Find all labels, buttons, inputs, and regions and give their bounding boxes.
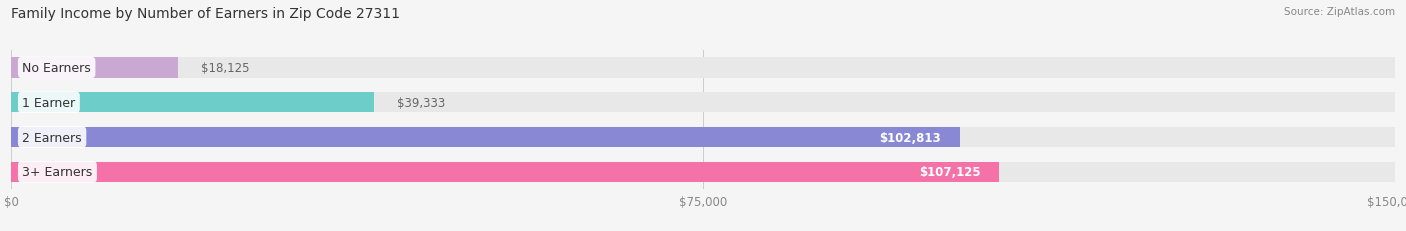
Bar [11, 128, 959, 148]
Bar [11, 162, 1395, 182]
Text: Family Income by Number of Earners in Zip Code 27311: Family Income by Number of Earners in Zi… [11, 7, 401, 21]
Bar [11, 58, 179, 78]
Text: $107,125: $107,125 [920, 166, 981, 179]
Text: $18,125: $18,125 [201, 62, 250, 75]
Text: $39,333: $39,333 [396, 96, 446, 109]
Text: $102,813: $102,813 [880, 131, 941, 144]
Bar [11, 58, 1395, 78]
Text: Source: ZipAtlas.com: Source: ZipAtlas.com [1284, 7, 1395, 17]
Bar [11, 93, 1395, 113]
Bar [11, 128, 1395, 148]
Text: 3+ Earners: 3+ Earners [22, 166, 93, 179]
Text: 2 Earners: 2 Earners [22, 131, 82, 144]
Bar [11, 162, 1000, 182]
Bar [11, 93, 374, 113]
Text: No Earners: No Earners [22, 62, 91, 75]
Text: 1 Earner: 1 Earner [22, 96, 76, 109]
